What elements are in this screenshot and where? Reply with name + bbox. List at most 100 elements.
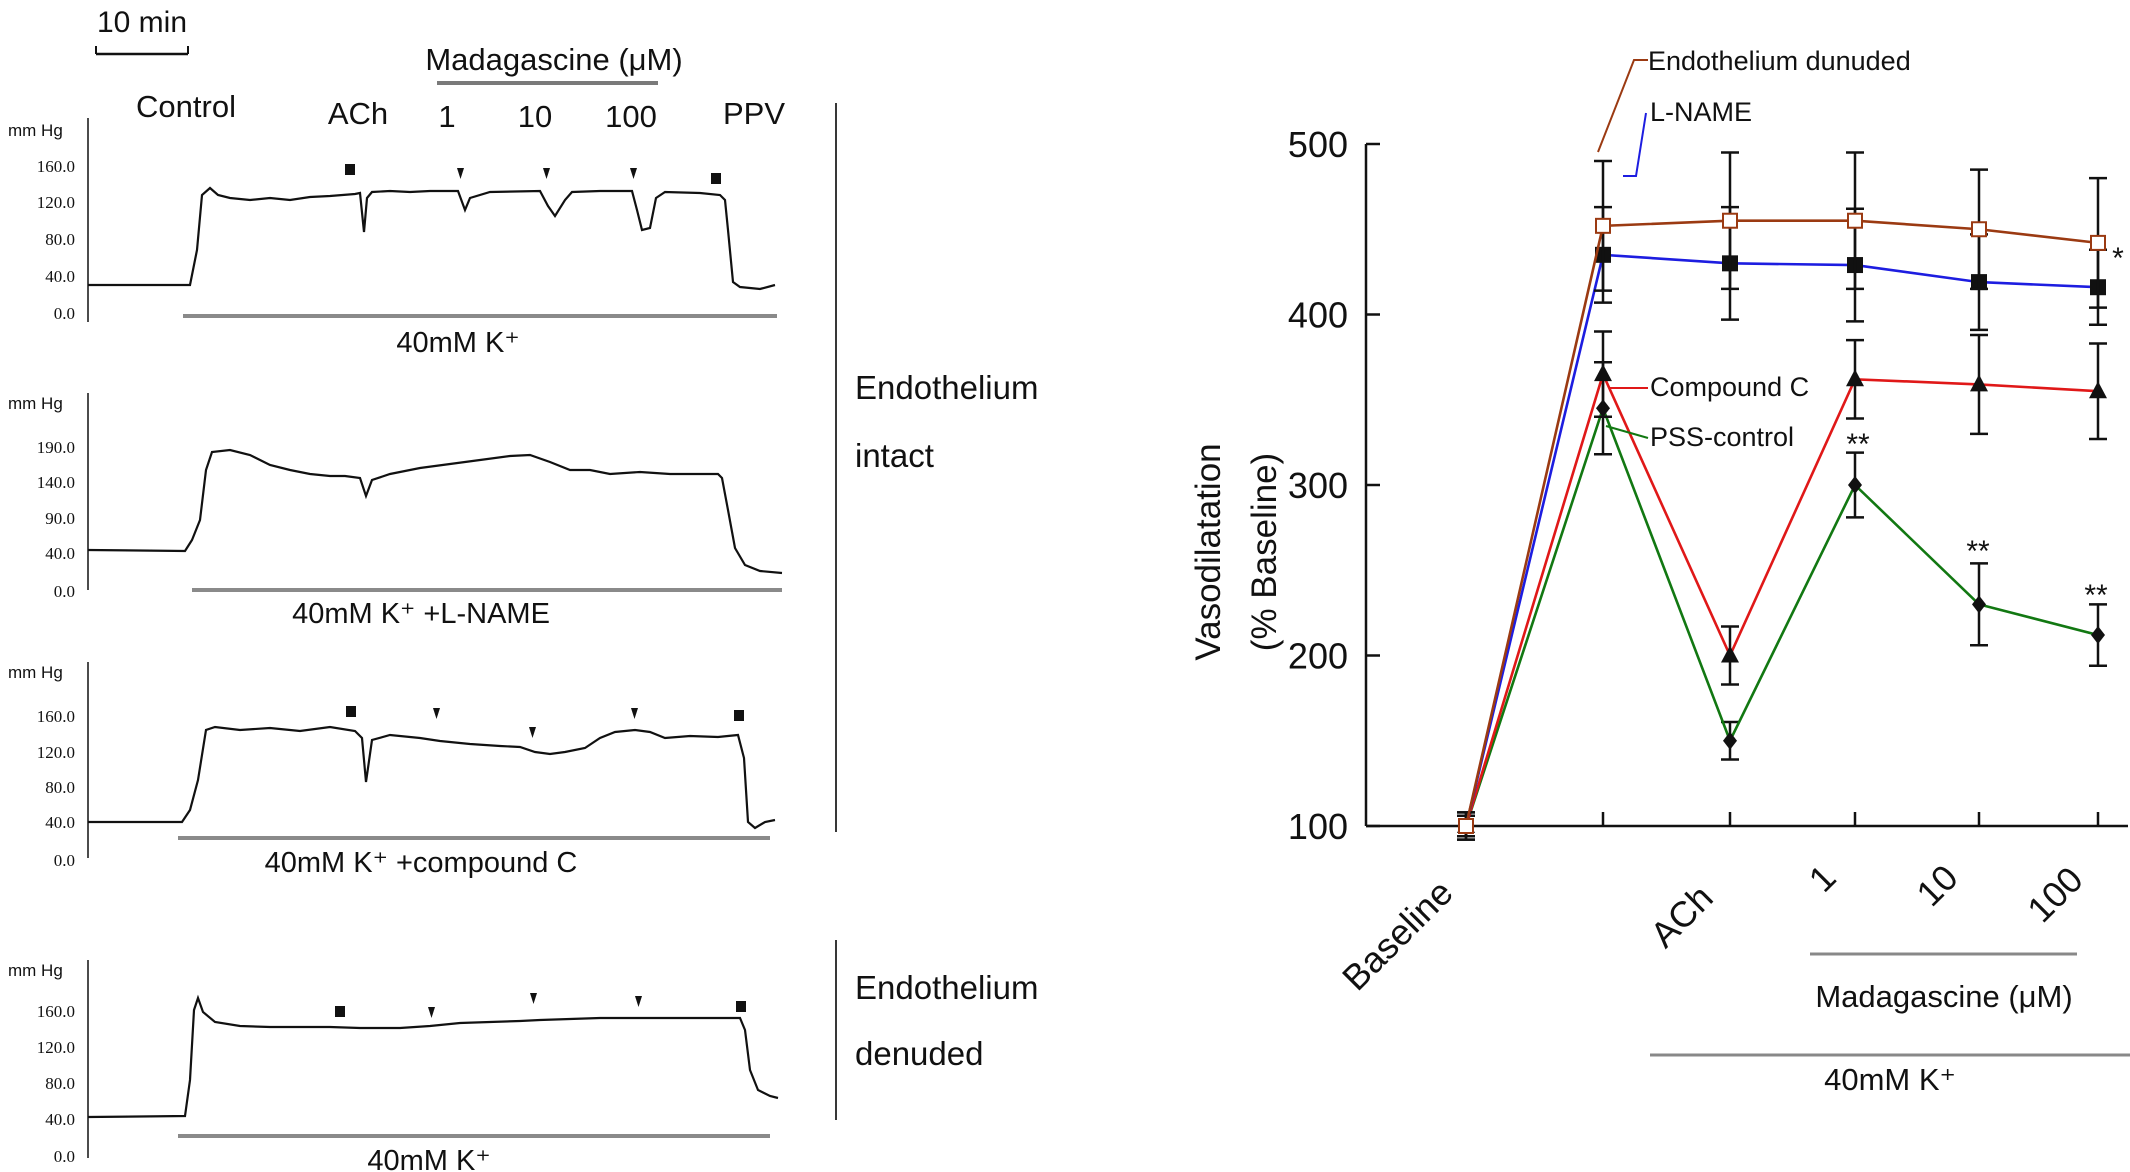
pressure-trace (88, 186, 776, 291)
data-point (2090, 234, 2106, 251)
series-label-pss-control: PSS-control (1650, 422, 1794, 452)
vasodilatation-chart: Vasodilatation (% Baseline) 100 200 300 400… (1189, 46, 2130, 1097)
labels-layer: Baseline ACh 1 10 100 Madagascine (μM) 40mM K⁺… (1334, 46, 2130, 1097)
series-line-pss-control (1464, 404, 2099, 827)
tick-label: 80.0 (45, 230, 75, 249)
condition-label: 40mM K⁺ +L-NAME (292, 598, 550, 630)
tick-label: 190.0 (37, 438, 75, 457)
madagascine-header: Madagascine (μM) (425, 42, 682, 77)
y-tick-label: 500 (1288, 124, 1348, 165)
ppv-marker (736, 1001, 746, 1012)
ach-marker (335, 1006, 345, 1017)
tick-label: 40.0 (45, 813, 75, 832)
data-point (1722, 212, 1738, 229)
dose-marker (631, 708, 638, 719)
condition-group-label: 40mM K⁺ (1824, 1062, 1956, 1097)
pressure-trace (87, 994, 779, 1119)
dose-marker (457, 168, 464, 179)
scale-bar-label: 10 min (97, 6, 187, 39)
tick-label: 120.0 (37, 193, 75, 212)
legend-leader-line (1605, 425, 1649, 439)
unit-label: mm Hg (8, 121, 63, 140)
data-point (1594, 364, 1612, 382)
ach-marker (345, 164, 355, 175)
significance-mark: ** (1846, 428, 1870, 461)
trace-figure: 10 min Madagascine (μM) Control ACh 1 10… (8, 6, 1038, 1172)
ach-marker (346, 706, 356, 717)
data-point (2089, 381, 2107, 399)
condition-label: 40mM K⁺ +compound C (265, 847, 578, 879)
tick-label: 0.0 (54, 1147, 75, 1166)
ppv-marker (734, 710, 744, 721)
y-axis-label-line1: Vasodilatation (1189, 443, 1228, 660)
trace-panel-3: mm Hg 160.0 120.0 80.0 40.0 0.0 40mM K⁺ … (8, 662, 776, 879)
dose-label-100: 100 (605, 99, 657, 134)
madagascine-group-label: Madagascine (μM) (1815, 979, 2072, 1014)
pressure-trace (87, 448, 783, 575)
unit-label: mm Hg (8, 961, 63, 980)
tick-label: 160.0 (37, 157, 75, 176)
unit-label: mm Hg (8, 394, 63, 413)
x-category-label: 1 (1801, 857, 1844, 900)
chart-axes: 100 200 300 400 500 (1288, 124, 2128, 847)
tick-label: 0.0 (54, 582, 75, 601)
data-point (1595, 217, 1611, 234)
dose-marker (630, 168, 637, 179)
unit-label: mm Hg (8, 663, 63, 682)
legend-leader-line (1623, 112, 1647, 177)
series-label-compound-c: Compound C (1650, 372, 1809, 402)
tick-label: 120.0 (37, 1038, 75, 1057)
tick-label: 160.0 (37, 707, 75, 726)
tick-label: 0.0 (54, 304, 75, 323)
significance-mark: * (2112, 242, 2124, 275)
group-intact-line1: Endothelium (855, 369, 1038, 406)
data-point (1721, 645, 1739, 663)
group-denuded-line2: denuded (855, 1035, 983, 1072)
tick-label: 160.0 (37, 1002, 75, 1021)
series-layer (1457, 151, 2107, 841)
trace-panel-1: mm Hg 160.0 120.0 80.0 40.0 0.0 40mM K⁺ (8, 118, 777, 359)
ppv-label: PPV (723, 96, 785, 131)
y-tick-label: 100 (1288, 806, 1348, 847)
data-point (1847, 212, 1863, 229)
series-label-l-name: L-NAME (1650, 97, 1752, 127)
series-line-l-name (1464, 253, 2099, 827)
y-tick-label: 300 (1288, 465, 1348, 506)
series-line-compound-c (1464, 370, 2099, 827)
trace-panel-4: mm Hg 160.0 120.0 80.0 40.0 0.0 40mM K⁺ (8, 960, 779, 1172)
data-point (2091, 626, 2105, 645)
tick-label: 120.0 (37, 743, 75, 762)
dose-marker (428, 1007, 435, 1018)
dose-label-1: 1 (438, 99, 455, 134)
pressure-trace (88, 725, 776, 830)
ppv-marker (711, 173, 721, 184)
group-intact-line2: intact (855, 437, 934, 474)
data-point (1970, 374, 1988, 392)
dose-label-10: 10 (518, 99, 552, 134)
tick-label: 0.0 (54, 851, 75, 870)
tick-label: 40.0 (45, 267, 75, 286)
condition-label: 40mM K⁺ (396, 327, 519, 359)
series-line-endothelium-dunuded (1464, 219, 2099, 827)
data-point (1458, 818, 1474, 834)
trace-panel-2: mm Hg 190.0 140.0 90.0 40.0 0.0 40mM K⁺ … (8, 393, 783, 630)
condition-label: 40mM K⁺ (367, 1145, 490, 1172)
significance-mark: ** (2084, 579, 2108, 612)
tick-label: 40.0 (45, 544, 75, 563)
x-category-label: 10 (1908, 857, 1965, 914)
x-category-label: 100 (2019, 859, 2090, 930)
tick-label: 80.0 (45, 1074, 75, 1093)
ach-label: ACh (328, 96, 388, 131)
data-point (1972, 595, 1986, 614)
y-tick-label: 200 (1288, 636, 1348, 677)
dose-marker (635, 996, 642, 1007)
tick-label: 80.0 (45, 778, 75, 797)
dose-marker (530, 993, 537, 1004)
x-category-label: Baseline (1334, 872, 1461, 999)
dose-marker (529, 727, 536, 738)
series-label-endothelium-dunuded: Endothelium dunuded (1648, 46, 1911, 76)
data-point (1971, 221, 1987, 238)
dose-marker (543, 168, 550, 179)
x-category-label: ACh (1642, 877, 1721, 956)
